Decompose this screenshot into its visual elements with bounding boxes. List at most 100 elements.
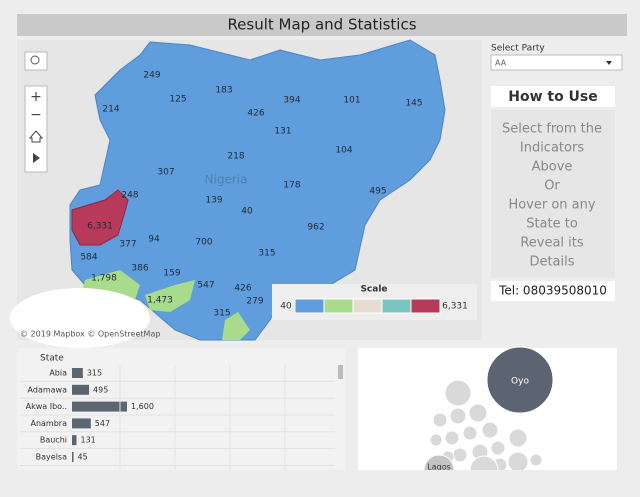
bubble — [432, 412, 448, 428]
bar — [72, 418, 91, 429]
bar — [72, 384, 90, 395]
filter-label: Select Party — [491, 44, 545, 54]
bar-panel — [17, 348, 345, 470]
state-label: 1,473 — [147, 296, 173, 306]
bar — [72, 435, 77, 446]
state-label: 315 — [258, 249, 275, 259]
state-label: 183 — [215, 86, 232, 96]
state-label: 307 — [157, 168, 174, 178]
value-label: 547 — [95, 419, 110, 428]
attribution: © 2019 Mapbox © OpenStreetMap — [20, 330, 160, 339]
state-green — [222, 312, 250, 340]
bubble — [529, 453, 543, 467]
category-label: Bayelsa — [36, 453, 67, 462]
zoom-in[interactable]: + — [30, 89, 42, 105]
state-label: 139 — [205, 196, 222, 206]
search-button[interactable] — [24, 51, 48, 71]
howto-line: Or — [544, 179, 560, 194]
state-label: 145 — [405, 99, 422, 109]
state-label: 700 — [195, 238, 212, 248]
category-label: Anambra — [30, 419, 67, 428]
state-label: 377 — [119, 240, 136, 250]
howto-line: Hover on any — [508, 198, 595, 213]
zoom-out[interactable]: − — [30, 107, 42, 123]
phone-box — [491, 281, 615, 301]
bubble — [462, 425, 478, 441]
value-label: 131 — [81, 436, 96, 445]
state-label: 214 — [102, 105, 119, 115]
y-axis-title: State — [40, 354, 64, 364]
zoom-controls — [24, 85, 48, 173]
howto-body — [491, 110, 615, 278]
state-highlight — [71, 189, 129, 246]
bottom-band — [0, 470, 640, 493]
howto-line: Details — [529, 255, 574, 270]
scale-swatch — [294, 298, 325, 314]
state-label: 584 — [80, 253, 97, 263]
state-label: 426 — [247, 109, 264, 119]
state-label: 426 — [234, 284, 251, 294]
state-label: 495 — [369, 187, 386, 197]
dropdown-arrow — [606, 61, 612, 65]
state-label: 125 — [169, 95, 186, 105]
scale-swatch — [323, 298, 354, 314]
scale-swatch — [410, 298, 441, 314]
pan-button[interactable] — [33, 153, 40, 163]
state-label: 131 — [274, 127, 291, 137]
state-label: 394 — [283, 96, 300, 106]
category-label: Akwa Ibo.. — [26, 402, 67, 411]
state-label: 1,798 — [91, 274, 117, 284]
bubble-label: Oyo — [511, 377, 529, 387]
value-label: 1,600 — [131, 402, 154, 411]
phone: Tel: 08039508010 — [498, 284, 607, 298]
dropdown-value: AA — [495, 59, 507, 68]
state-label: 248 — [121, 191, 138, 201]
country-label: Nigeria — [205, 173, 248, 187]
howto-line: Select from the — [502, 122, 602, 137]
bubble-oyo — [486, 346, 554, 414]
bar — [72, 368, 83, 378]
howto-lines: Select from the Indicators Above Or Hover on… — [502, 122, 602, 270]
category-label: Bauchi — [40, 436, 67, 445]
state-label: 159 — [163, 269, 180, 279]
howto-line: State to — [526, 217, 578, 232]
home-button[interactable] — [28, 130, 44, 143]
state-green — [145, 280, 195, 312]
category-label: Adamawa — [28, 385, 68, 394]
bubble — [452, 447, 468, 463]
bubble — [429, 433, 443, 447]
value-label: 45 — [78, 453, 88, 462]
state-label: 249 — [143, 71, 160, 81]
state-label: 94 — [148, 235, 160, 245]
search-icon — [30, 55, 40, 65]
scale-max: 6,331 — [442, 302, 468, 312]
howto-line: Indicators — [520, 141, 584, 156]
category-label: Abia — [49, 369, 67, 378]
state-label: 104 — [335, 146, 352, 156]
scale-title: Scale — [360, 285, 387, 295]
scale-swatch — [381, 298, 412, 314]
scrollbar[interactable] — [338, 365, 343, 379]
bubble — [490, 440, 506, 456]
bubble — [507, 451, 529, 473]
state-label: 547 — [197, 281, 214, 291]
howto-header — [491, 86, 615, 107]
state-label: 386 — [131, 264, 148, 274]
value-label: 315 — [87, 369, 102, 378]
state-label: 6,331 — [87, 222, 113, 232]
scale-swatch — [352, 298, 383, 314]
bar-chart: Abia 315 Adamawa 495 Akwa Ibo.. 1,600 Anambra 5… — [20, 365, 335, 470]
howto-title: How to Use — [508, 89, 598, 105]
bubble — [449, 407, 467, 425]
state-label: 279 — [246, 297, 263, 307]
map: Nigeria © 2019 Mapbox © OpenStreetMap + … — [10, 39, 482, 348]
bubble-label: Lagos — [427, 463, 451, 472]
title: Result Map and Statistics — [227, 16, 416, 34]
party-dropdown[interactable] — [490, 54, 623, 71]
value-label: 495 — [93, 385, 108, 394]
bar — [72, 401, 127, 412]
overlay — [10, 288, 150, 348]
state-label: 178 — [283, 181, 300, 191]
